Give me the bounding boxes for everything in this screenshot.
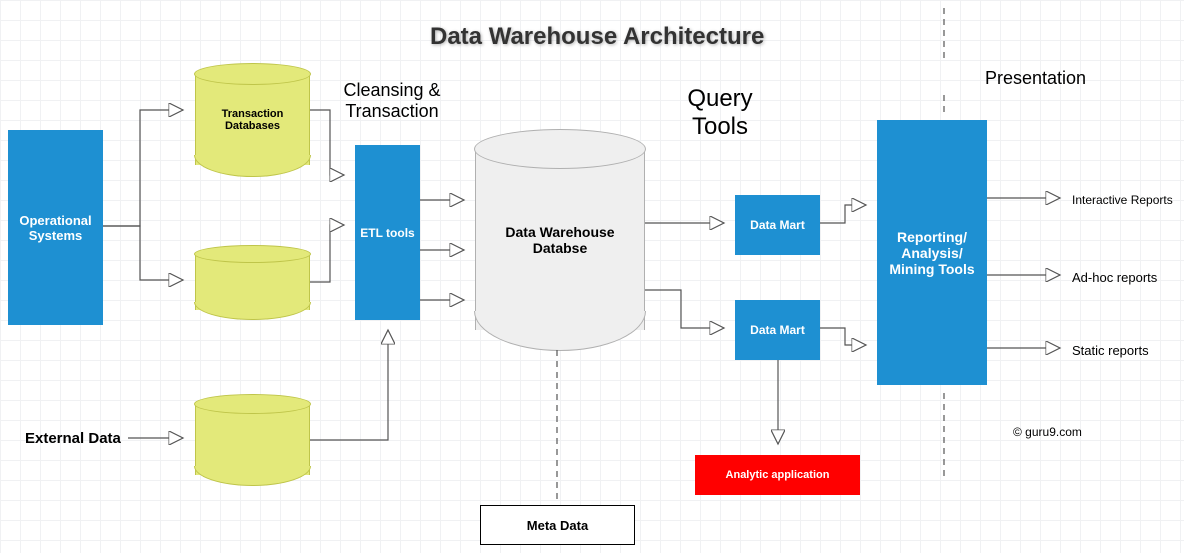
node-copyright: © guru9.com bbox=[1013, 425, 1082, 439]
node-static: Static reports bbox=[1072, 343, 1149, 358]
node-operational_systems: Operational Systems bbox=[8, 130, 103, 325]
section-presentation: Presentation bbox=[985, 68, 1086, 89]
section-query-tools: Query Tools bbox=[650, 85, 790, 141]
node-external_data: External Data bbox=[25, 430, 121, 447]
node-data_mart_2: Data Mart bbox=[735, 300, 820, 360]
node-reporting: Reporting/ Analysis/ Mining Tools bbox=[877, 120, 987, 385]
node-interactive: Interactive Reports bbox=[1072, 193, 1173, 207]
node-db3 bbox=[195, 405, 310, 475]
node-db2 bbox=[195, 255, 310, 310]
node-meta_data: Meta Data bbox=[480, 505, 635, 545]
diagram-title: Data Warehouse Architecture bbox=[430, 23, 764, 51]
node-analytic: Analytic application bbox=[695, 455, 860, 495]
node-adhoc: Ad-hoc reports bbox=[1072, 270, 1157, 285]
section-cleansing: Cleansing & Transaction bbox=[322, 80, 462, 122]
node-transaction_db: Transaction Databases bbox=[195, 75, 310, 165]
node-data_mart_1: Data Mart bbox=[735, 195, 820, 255]
node-etl: ETL tools bbox=[355, 145, 420, 320]
node-dw_db: Data Warehouse Databse bbox=[475, 150, 645, 330]
